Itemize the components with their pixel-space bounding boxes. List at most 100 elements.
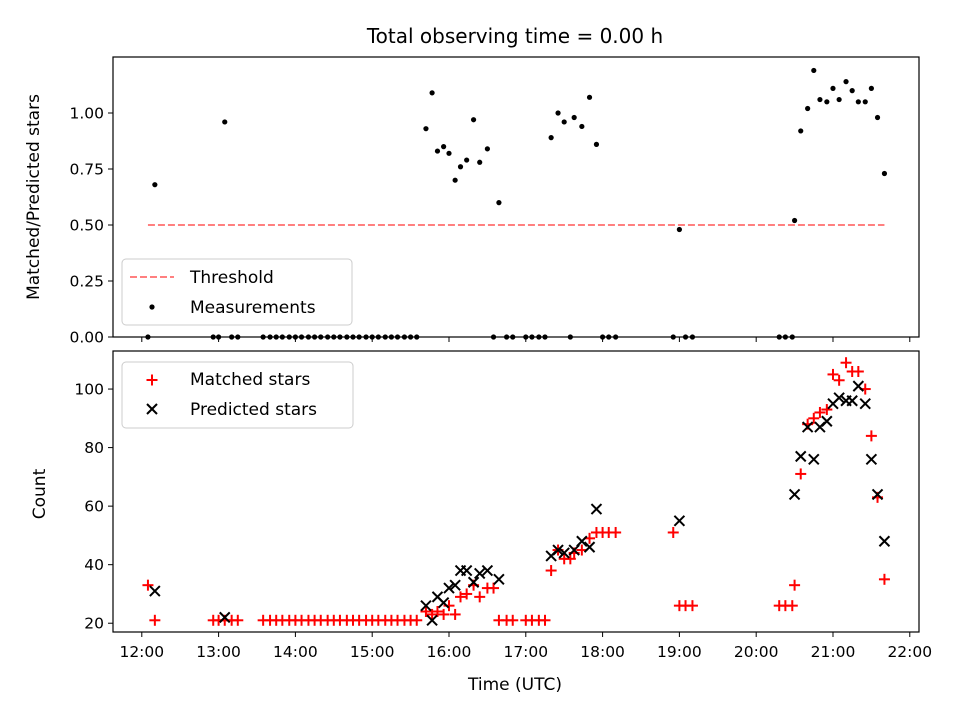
legend-matched-swatch bbox=[146, 374, 158, 386]
predicted-x-b bbox=[871, 488, 884, 501]
predicted-x-b bbox=[460, 564, 473, 577]
predicted-stars-point bbox=[795, 450, 807, 463]
predicted-stars-point bbox=[552, 544, 564, 556]
predicted-stars-point bbox=[437, 597, 450, 609]
predicted-x-b bbox=[821, 415, 833, 427]
predicted-stars-point bbox=[149, 585, 161, 597]
measurement-point bbox=[548, 135, 554, 141]
predicted-x-b bbox=[552, 544, 564, 556]
predicted-x-b bbox=[878, 535, 891, 547]
predicted-x-b bbox=[149, 585, 161, 597]
matched-stars-point bbox=[789, 579, 801, 591]
predicted-stars-point bbox=[420, 599, 432, 612]
predicted-stars-point bbox=[808, 453, 820, 466]
predicted-x-b bbox=[426, 614, 438, 626]
matched-stars-point bbox=[539, 614, 551, 626]
matched-stars-point bbox=[667, 526, 679, 538]
predicted-x-b bbox=[795, 450, 807, 463]
count-series-matched-stars bbox=[142, 357, 890, 626]
matched-stars-point bbox=[686, 600, 698, 612]
count-x-tick-label: 19:00 bbox=[657, 643, 702, 661]
ratio-axes-frame bbox=[112, 56, 920, 338]
count-x-tick-label: 22:00 bbox=[887, 643, 932, 661]
measurement-point bbox=[470, 117, 477, 123]
ratio-y-tick-label: 0.75 bbox=[69, 161, 104, 179]
predicted-stars-point bbox=[219, 611, 231, 624]
measurement-point bbox=[457, 164, 464, 170]
ratio-y-tick-label: 0.25 bbox=[69, 273, 104, 291]
matched-stars-point bbox=[878, 573, 890, 585]
count-axes-frame bbox=[112, 350, 920, 633]
predicted-stars-point bbox=[846, 395, 858, 407]
matched-stars-point bbox=[449, 608, 461, 620]
predicted-x-b bbox=[437, 597, 450, 609]
predicted-x-b bbox=[576, 535, 588, 547]
count-x-tick-label: 15:00 bbox=[350, 643, 395, 661]
matched-stars-point bbox=[833, 374, 845, 386]
measurement-point bbox=[586, 94, 593, 100]
legend-matched-label: Matched stars bbox=[190, 370, 310, 390]
predicted-x-b bbox=[467, 576, 480, 588]
predicted-stars-point bbox=[821, 415, 833, 427]
predicted-stars-point bbox=[871, 488, 884, 501]
measurement-point bbox=[561, 119, 567, 125]
matched-stars-point bbox=[461, 588, 473, 600]
count-x-tick-label: 20:00 bbox=[734, 643, 779, 661]
ratio-axes: 0.00 0.25 0.50 0.75 1.00 Matched/Predicted s… bbox=[24, 56, 920, 347]
predicted-x-b bbox=[846, 395, 858, 407]
count-y-tick-label: 100 bbox=[74, 381, 104, 399]
measurement-point bbox=[676, 226, 682, 233]
matched-stars-point bbox=[411, 614, 423, 626]
predicted-stars-point bbox=[583, 541, 596, 553]
matched-stars-point bbox=[865, 430, 877, 442]
ratio-y-tick-label: 1.00 bbox=[69, 105, 104, 123]
measurement-point bbox=[817, 96, 823, 103]
matched-stars-point bbox=[232, 614, 244, 626]
matched-stars-point bbox=[610, 526, 622, 538]
predicted-stars-point bbox=[673, 515, 686, 527]
predicted-x-b bbox=[481, 564, 494, 577]
matched-stars-point bbox=[814, 406, 826, 418]
matched-stars-point bbox=[420, 606, 432, 618]
predicted-x-b bbox=[673, 515, 686, 527]
predicted-stars-point bbox=[865, 453, 878, 466]
measurement-point bbox=[874, 114, 881, 121]
count-x-tick-label: 14:00 bbox=[273, 643, 318, 661]
measurement-point bbox=[555, 110, 561, 116]
top-chart-title: Total observing time = 0.00 h bbox=[366, 24, 663, 48]
measurement-point bbox=[805, 105, 811, 112]
matched-stars-point bbox=[821, 404, 833, 416]
count-y-axis-label: Count bbox=[30, 468, 50, 519]
legend-measurements-swatch bbox=[149, 304, 155, 310]
matched-stars-point bbox=[795, 468, 807, 480]
predicted-x-b bbox=[801, 421, 814, 433]
legend-measurements-label: Measurements bbox=[190, 298, 316, 318]
predicted-x-b bbox=[431, 591, 444, 603]
matched-stars-point bbox=[852, 365, 864, 377]
legend-predicted-label: Predicted stars bbox=[190, 400, 317, 420]
ratio-y-tick-label: 0.50 bbox=[69, 217, 104, 235]
measurement-point bbox=[836, 96, 842, 103]
count-x-tick-label: 18:00 bbox=[580, 643, 625, 661]
measurement-point bbox=[849, 88, 855, 94]
measurement-point bbox=[496, 200, 502, 206]
predicted-x-b bbox=[420, 599, 432, 612]
measurement-point bbox=[464, 157, 470, 163]
matched-stars-point bbox=[488, 582, 500, 594]
measurement-point bbox=[798, 128, 804, 134]
measurement-point bbox=[571, 114, 577, 121]
legend-threshold-label: Threshold bbox=[189, 268, 274, 288]
predicted-stars-point bbox=[443, 582, 455, 594]
count-y-tick-label: 20 bbox=[84, 615, 104, 633]
predicted-x-b bbox=[493, 573, 505, 586]
count-y-tick-label: 80 bbox=[84, 439, 104, 457]
count-x-tick-label: 12:00 bbox=[119, 643, 164, 661]
matched-stars-point bbox=[545, 565, 557, 577]
predicted-x-b bbox=[852, 380, 865, 392]
predicted-stars-point bbox=[493, 573, 505, 586]
measurement-point bbox=[477, 159, 483, 165]
measurement-point bbox=[446, 150, 452, 156]
legend-predicted-swatch bbox=[146, 403, 158, 415]
count-legend-box bbox=[121, 361, 354, 429]
